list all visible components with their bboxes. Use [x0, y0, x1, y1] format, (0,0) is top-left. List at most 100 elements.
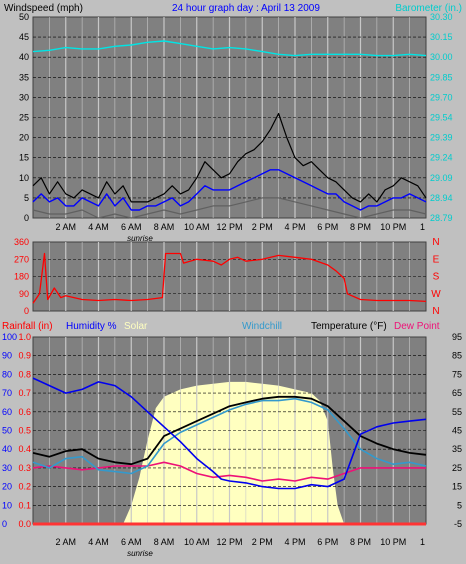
temperature-series	[32, 377, 427, 526]
temperature-y-tick: 45	[452, 426, 462, 436]
humidity-y-tick: 70	[2, 388, 12, 398]
humidity-rain-y-axis-ticks: 0 10 20 30 40 50 60 70 80 90 100 0.0 0.1 0.2 0.3 0.4 0.5…	[2, 332, 31, 529]
x-tick-label: 6 AM	[121, 537, 142, 547]
humidity-y-tick: 30	[2, 463, 12, 473]
x-tick-label: 10 PM	[380, 537, 406, 547]
humidity-y-tick: 0	[2, 519, 7, 529]
rain-y-tick: 0.1	[18, 500, 31, 510]
wind-gust-line	[32, 112, 427, 203]
dew-point-legend: Dew Point	[394, 321, 440, 332]
x-tick-label: 4 AM	[88, 222, 109, 232]
barometer-y-tick: 28.79	[430, 213, 453, 223]
rainfall-legend: Rainfall (in)	[2, 321, 53, 332]
x-tick-label: 2 AM	[55, 537, 76, 547]
dew-point-line	[32, 461, 426, 482]
barometer-y-tick: 29.39	[430, 133, 453, 143]
rain-y-tick: 0.7	[18, 388, 31, 398]
x-tick-label: 1	[420, 537, 425, 547]
temperature-y-tick: 35	[452, 444, 462, 454]
windspeed-axis-label: Windspeed (mph)	[4, 3, 83, 14]
wind-y-tick: 25	[19, 113, 29, 123]
barometer-y-tick: 30.00	[430, 52, 453, 62]
temperature-y-tick: 5	[457, 500, 462, 510]
x-tick-label: 2 PM	[252, 222, 273, 232]
compass-y-tick: N	[432, 306, 439, 317]
graph-title: 24 hour graph day : April 13 2009	[172, 3, 320, 14]
sunrise-annotation-top: sunrise	[127, 234, 153, 243]
humidity-y-tick: 40	[2, 444, 12, 454]
barometer-y-tick: 29.24	[430, 153, 453, 163]
x-tick-label: 10 AM	[184, 537, 210, 547]
barometer-y-tick: 29.09	[430, 173, 453, 183]
barometer-line	[32, 40, 427, 57]
wind-plot-grid	[33, 17, 426, 218]
barometer-y-tick: 29.70	[430, 92, 453, 102]
temperature-y-tick: -5	[454, 519, 462, 529]
humidity-y-tick: 90	[2, 351, 12, 361]
compass-y-tick: S	[433, 272, 440, 283]
barometer-y-tick: 29.54	[430, 113, 453, 123]
temperature-y-tick: 65	[452, 388, 462, 398]
barometer-y-axis-ticks: 28.79 28.94 29.09 29.24 29.39 29.54 29.70 29.85…	[430, 12, 453, 223]
rain-y-tick: 0.0	[18, 519, 31, 529]
humidity-line	[32, 377, 427, 490]
windchill-legend: Windchill	[242, 321, 282, 332]
humidity-y-tick: 20	[2, 482, 12, 492]
compass-y-tick: E	[433, 254, 440, 265]
x-tick-label: 2 AM	[55, 222, 76, 232]
wind-y-axis-ticks: 0 5 10 15 20 25 30 35 40 45 50	[19, 12, 29, 223]
rain-y-tick: 0.8	[18, 369, 31, 379]
x-tick-label: 8 PM	[350, 222, 371, 232]
humidity-y-tick: 10	[2, 500, 12, 510]
humidity-y-tick: 50	[2, 426, 12, 436]
wind-series	[32, 40, 427, 219]
temperature-y-tick: 85	[452, 351, 462, 361]
wind-x-axis-ticks: 2 AM 4 AM 6 AM 8 AM 10 AM 12 PM 2 PM 4 PM 6 PM 8 …	[55, 222, 425, 232]
temperature-y-tick: 15	[452, 482, 462, 492]
wind-low-line	[32, 197, 427, 219]
x-tick-label: 8 AM	[154, 222, 175, 232]
direction-y-tick: 360	[14, 237, 29, 247]
x-tick-label: 12 PM	[216, 537, 242, 547]
barometer-axis-label: Barometer (in.)	[395, 3, 462, 14]
direction-y-axis-ticks: 0 90 180 270 360	[14, 237, 29, 316]
x-tick-label: 8 AM	[154, 537, 175, 547]
temperature-y-tick: 25	[452, 463, 462, 473]
x-tick-label: 6 PM	[317, 537, 338, 547]
rain-y-tick: 0.4	[18, 444, 31, 454]
x-tick-label: 2 PM	[252, 537, 273, 547]
direction-y-tick: 180	[14, 272, 29, 282]
barometer-y-tick: 29.85	[430, 72, 453, 82]
wind-y-tick: 5	[24, 193, 29, 203]
direction-y-tick: 90	[19, 289, 29, 299]
compass-y-tick: W	[431, 289, 441, 300]
rain-y-tick: 0.5	[18, 426, 31, 436]
direction-y-tick: 270	[14, 254, 29, 264]
humidity-y-tick: 80	[2, 369, 12, 379]
wind-y-tick: 15	[19, 153, 29, 163]
direction-y-tick: 0	[24, 306, 29, 316]
barometer-y-tick: 30.15	[430, 32, 453, 42]
humidity-y-tick: 60	[2, 407, 12, 417]
x-tick-label: 1	[420, 222, 425, 232]
wind-y-tick: 45	[19, 32, 29, 42]
sunrise-annotation-bottom: sunrise	[127, 549, 153, 558]
temperature-x-axis-ticks: 2 AM 4 AM 6 AM 8 AM 10 AM 12 PM 2 PM 4 PM 6 PM 8 …	[55, 537, 425, 547]
temperature-y-tick: 55	[452, 407, 462, 417]
wind-y-tick: 0	[24, 213, 29, 223]
temperature-y-axis-ticks: -5 5 15 25 35 45 55 65 75 85 95	[452, 332, 462, 529]
wind-y-tick: 35	[19, 72, 29, 82]
temperature-y-tick: 95	[452, 332, 462, 342]
temperature-y-tick: 75	[452, 369, 462, 379]
direction-plot-grid	[33, 242, 426, 311]
x-tick-label: 8 PM	[350, 537, 371, 547]
x-tick-label: 4 AM	[88, 537, 109, 547]
solar-legend: Solar	[124, 321, 148, 332]
x-tick-label: 4 PM	[284, 537, 305, 547]
wind-y-tick: 50	[19, 12, 29, 22]
rain-y-tick: 0.6	[18, 407, 31, 417]
rain-y-tick: 0.9	[18, 351, 31, 361]
